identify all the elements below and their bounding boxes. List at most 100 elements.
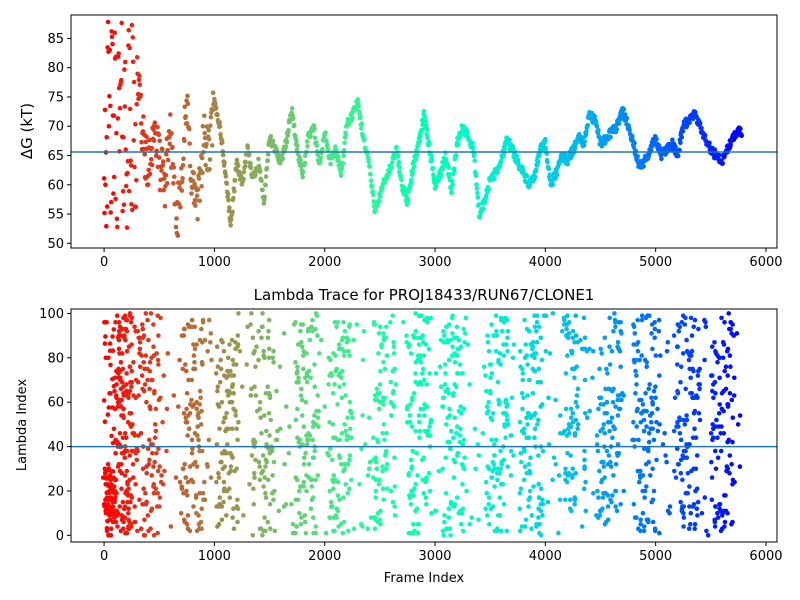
bottom-chart-point — [265, 477, 271, 483]
bottom-chart-point — [376, 482, 382, 487]
bottom-chart-point — [343, 482, 349, 487]
top-chart-point — [195, 187, 201, 192]
bottom-chart-point — [688, 353, 694, 358]
bottom-chart-point — [596, 406, 601, 412]
bottom-chart-point — [518, 348, 523, 354]
bottom-chart-point — [641, 417, 647, 423]
top-chart-point — [124, 225, 130, 230]
bottom-chart-point — [677, 431, 683, 436]
bottom-chart-point — [526, 328, 532, 334]
bottom-chart-point — [489, 322, 494, 327]
top-chart-x-tick-label: 1000 — [198, 255, 231, 270]
top-chart-point — [450, 182, 456, 187]
top-chart-point — [475, 195, 481, 200]
bottom-chart-point — [129, 495, 135, 500]
bottom-chart-point — [283, 502, 289, 507]
bottom-chart-point — [333, 353, 338, 358]
bottom-chart-point — [686, 357, 692, 363]
top-chart-point — [338, 173, 344, 178]
top-chart-point — [328, 161, 333, 167]
top-chart-point — [184, 121, 190, 126]
bottom-chart-point — [346, 337, 351, 343]
bottom-chart-point — [710, 435, 716, 441]
bottom-chart-point — [205, 348, 210, 354]
bottom-chart-point — [388, 488, 394, 494]
top-chart-point — [147, 171, 153, 177]
bottom-chart-point — [437, 364, 443, 370]
bottom-chart-point — [149, 506, 155, 512]
bottom-chart-point — [575, 422, 581, 427]
top-chart-point — [425, 135, 430, 141]
bottom-chart-point — [252, 470, 257, 476]
bottom-chart-point — [447, 413, 453, 418]
top-chart-point — [104, 135, 109, 140]
top-chart-point — [413, 156, 419, 161]
bottom-chart-point — [505, 464, 511, 469]
bottom-chart-point — [202, 497, 208, 503]
bottom-chart-point — [303, 399, 309, 405]
bottom-chart-point — [646, 431, 652, 436]
bottom-chart-point — [181, 411, 187, 416]
bottom-chart-point — [443, 455, 449, 461]
bottom-chart-point — [737, 413, 743, 418]
bottom-chart-point — [517, 419, 523, 425]
top-chart-point — [510, 145, 516, 151]
bottom-chart-point — [383, 335, 389, 341]
bottom-chart-point — [393, 382, 399, 387]
top-chart-point — [280, 156, 286, 161]
bottom-chart-point — [688, 510, 694, 516]
top-chart-point — [632, 140, 637, 146]
bottom-chart-point — [372, 322, 378, 327]
bottom-chart-point — [149, 473, 154, 478]
top-chart-point — [160, 163, 166, 168]
bottom-chart-point — [357, 482, 362, 487]
bottom-chart-point — [418, 360, 424, 365]
bottom-chart-point — [574, 393, 580, 398]
bottom-chart-point — [599, 351, 604, 356]
top-chart-point — [720, 161, 725, 166]
bottom-chart-point — [384, 431, 389, 436]
bottom-chart-point — [568, 415, 574, 421]
bottom-chart-point — [425, 428, 431, 434]
bottom-chart-point — [464, 488, 469, 494]
bottom-chart-point — [601, 422, 607, 427]
top-chart-point — [136, 77, 142, 83]
bottom-chart-point — [727, 453, 733, 458]
bottom-chart-point — [689, 391, 695, 396]
top-chart-point — [164, 152, 169, 157]
bottom-chart-point — [414, 450, 419, 456]
top-chart-point — [108, 103, 113, 109]
bottom-chart-point — [152, 459, 157, 465]
bottom-chart-point — [127, 388, 133, 394]
top-chart-point — [476, 202, 482, 207]
bottom-chart-point — [236, 311, 241, 316]
top-chart-point — [172, 174, 177, 179]
top-chart-point — [585, 122, 590, 128]
top-chart-point — [151, 138, 157, 143]
bottom-chart-point — [602, 431, 608, 436]
top-chart-point — [245, 145, 251, 151]
bottom-chart-point — [538, 379, 544, 385]
bottom-chart-point — [376, 406, 382, 412]
bottom-chart-point — [382, 437, 387, 443]
top-chart-point — [546, 166, 552, 171]
top-chart-y-tick-label: 85 — [47, 32, 64, 47]
top-chart-point — [179, 179, 185, 184]
bottom-chart-point — [413, 428, 418, 434]
top-chart-point — [138, 121, 144, 126]
bottom-chart-point — [206, 437, 212, 443]
bottom-chart-point — [392, 366, 398, 372]
bottom-chart-point — [309, 484, 315, 489]
bottom-chart-point — [306, 437, 311, 443]
bottom-chart-point — [257, 477, 263, 483]
bottom-chart-point — [419, 382, 424, 387]
bottom-chart-point — [697, 366, 702, 372]
bottom-chart-point — [208, 340, 213, 345]
bottom-chart-point — [441, 533, 447, 538]
bottom-chart-point — [301, 462, 307, 467]
bottom-chart-point — [682, 422, 688, 427]
bottom-chart-point — [610, 435, 615, 441]
top-chart-point — [333, 144, 338, 149]
bottom-chart-point — [360, 524, 365, 529]
top-chart-point — [631, 145, 637, 150]
